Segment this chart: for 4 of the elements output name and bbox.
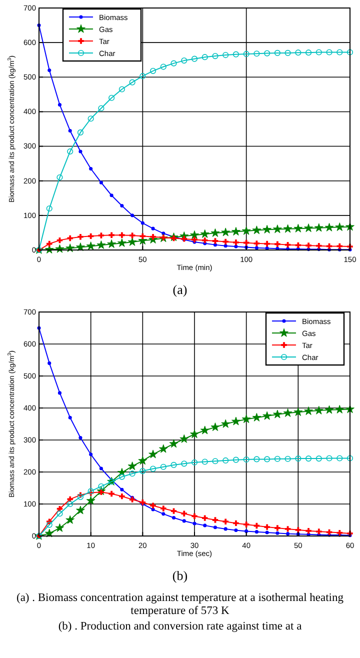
text: (a) . Biomass concentration against temperature at a isothermal heating temperature of 573 K: [16, 592, 344, 618]
text: (a): [172, 282, 188, 297]
text: (b) . Production and conversion rate against time at a: [58, 620, 302, 632]
text: (b): [172, 568, 188, 583]
